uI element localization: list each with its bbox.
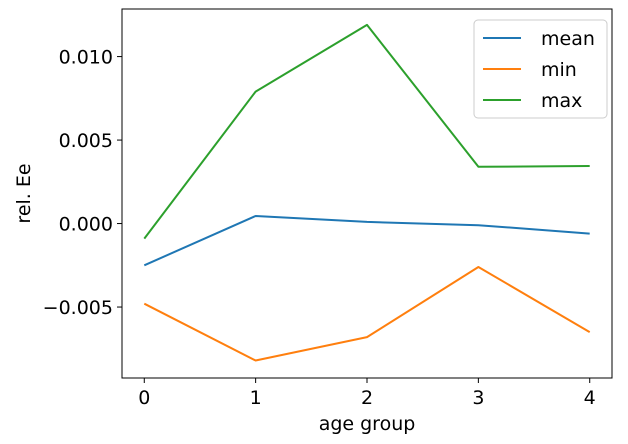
legend-label-min: min	[541, 59, 577, 81]
x-axis-ticks: 0 1 2 3 4	[138, 378, 596, 409]
series-line-min	[143, 266, 591, 362]
y-axis-label: rel. Ee	[13, 163, 35, 223]
x-axis-label: age group	[319, 413, 416, 435]
legend-box	[473, 19, 608, 119]
plot-lines	[143, 23, 591, 362]
y-tick-label: 0.010	[59, 47, 113, 69]
legend-label-mean: mean	[541, 28, 595, 50]
y-tick-label: 0.000	[59, 214, 113, 236]
y-axis-ticks: −0.005 0.000 0.005 0.010	[43, 47, 122, 319]
legend-label-max: max	[541, 90, 582, 112]
x-tick-label: 3	[472, 387, 484, 409]
x-tick-label: 2	[361, 387, 373, 409]
legend: mean min max	[473, 19, 608, 119]
y-tick-label: 0.005	[59, 130, 113, 152]
y-tick-label: −0.005	[43, 297, 113, 319]
x-tick-label: 0	[138, 387, 150, 409]
series-line-max	[143, 23, 590, 240]
x-tick-label: 4	[584, 387, 596, 409]
series-line-mean	[143, 215, 590, 267]
x-tick-label: 1	[250, 387, 262, 409]
